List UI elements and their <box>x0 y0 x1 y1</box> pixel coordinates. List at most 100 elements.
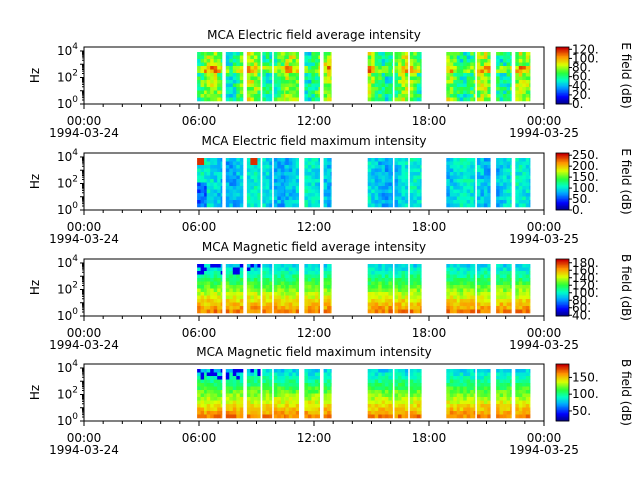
heatmap-cell <box>449 397 454 401</box>
heatmap-cell <box>453 400 458 405</box>
heatmap-cell <box>416 379 421 384</box>
heatmap-cell <box>405 83 409 88</box>
heatmap-cell <box>510 400 512 405</box>
heatmap-cell <box>515 393 520 398</box>
heatmap-cell <box>405 295 409 300</box>
heatmap-cell <box>229 281 234 286</box>
heatmap-cell <box>503 414 507 419</box>
heatmap-cell <box>204 309 207 314</box>
heatmap-cell <box>330 379 332 384</box>
heatmap-cell <box>449 264 454 268</box>
heatmap-cell <box>473 90 476 95</box>
heatmap-cell <box>466 193 471 197</box>
heatmap-cell <box>506 306 511 310</box>
heatmap-cell <box>371 73 375 77</box>
heatmap-cell <box>236 376 241 380</box>
heatmap-cell <box>213 66 218 70</box>
heatmap-cell <box>246 165 251 169</box>
heatmap-cell <box>280 306 285 310</box>
heatmap-cell <box>232 411 237 415</box>
colorbar-step <box>556 154 569 157</box>
heatmap-cell <box>253 73 258 77</box>
colorbar: 40.60.80.100.120.140.160.180. B field (dB… <box>555 254 633 322</box>
heatmap-cell <box>220 52 223 56</box>
heatmap-cell <box>225 379 230 384</box>
heatmap-cell <box>525 299 530 303</box>
heatmap-cell <box>446 80 451 84</box>
heatmap-cell <box>476 87 481 91</box>
heatmap-cell <box>391 76 393 81</box>
heatmap-cell <box>197 285 201 289</box>
heatmap-cell <box>220 299 223 303</box>
heatmap-cell <box>499 168 504 173</box>
heatmap-cell <box>518 165 523 169</box>
heatmap-cell <box>456 306 460 310</box>
heatmap-cell <box>213 172 218 176</box>
heatmap-cell <box>239 161 244 166</box>
x-tick-label: 00:00 <box>67 220 102 234</box>
heatmap-cell <box>446 66 451 70</box>
heatmap-cell <box>503 404 507 408</box>
heatmap-cell <box>405 267 409 272</box>
heatmap-cell <box>213 52 218 56</box>
heatmap-cell <box>213 278 218 282</box>
heatmap-cell <box>273 372 278 377</box>
colorbar-step <box>556 96 569 99</box>
heatmap-cell <box>284 158 286 162</box>
heatmap-cell <box>284 397 286 401</box>
heatmap-cell <box>381 404 386 408</box>
heatmap-cell <box>515 414 520 419</box>
heatmap-cell <box>413 309 418 314</box>
heatmap-cell <box>225 55 230 60</box>
heatmap-cell <box>391 179 393 183</box>
heatmap-cell <box>510 379 512 384</box>
heatmap-cell <box>459 203 464 208</box>
heatmap-cell <box>277 295 282 300</box>
heatmap-cell <box>483 407 488 412</box>
heatmap-cell <box>476 179 481 183</box>
heatmap-cell <box>487 158 491 162</box>
heatmap-cell <box>307 172 312 176</box>
heatmap-cell <box>292 386 297 391</box>
heatmap-cell <box>232 80 237 84</box>
heatmap-cell <box>239 90 244 95</box>
heatmap-cell <box>257 288 261 293</box>
heatmap-cell <box>381 66 386 70</box>
heatmap-cell <box>304 288 309 293</box>
heatmap-cell <box>314 196 319 201</box>
heatmap-cell <box>253 302 258 307</box>
heatmap-cell <box>253 404 258 408</box>
heatmap-cell <box>518 397 523 401</box>
heatmap-cell <box>496 179 500 183</box>
heatmap-cell <box>515 55 520 60</box>
heatmap-cell <box>250 383 255 387</box>
heatmap-cell <box>463 161 467 166</box>
heatmap-cell <box>529 386 531 391</box>
heatmap-cell <box>250 267 255 272</box>
heatmap-cell <box>311 292 316 296</box>
heatmap-cell <box>232 168 237 173</box>
heatmap-cell <box>384 175 389 180</box>
heatmap-cell <box>257 69 261 74</box>
heatmap-cell <box>265 278 270 282</box>
heatmap-cell <box>463 200 467 204</box>
heatmap-cell <box>413 372 418 377</box>
heatmap-cell <box>416 400 421 405</box>
heatmap-cell <box>284 379 286 384</box>
heatmap-cell <box>200 285 205 289</box>
heatmap-cell <box>288 158 293 162</box>
heatmap-cell <box>327 376 331 380</box>
heatmap-cell <box>388 376 393 380</box>
heatmap-cell <box>257 158 261 162</box>
heatmap-cell <box>529 161 531 166</box>
heatmap-cell <box>210 196 214 201</box>
heatmap-cell <box>229 69 234 74</box>
heatmap-cell <box>398 397 402 401</box>
heatmap-cell <box>525 281 530 286</box>
heatmap-cell <box>522 369 527 373</box>
heatmap-cell <box>405 278 409 282</box>
heatmap-cell <box>280 393 285 398</box>
heatmap-cell <box>449 306 454 310</box>
heatmap-cell <box>232 393 237 398</box>
heatmap-cell <box>253 182 258 187</box>
